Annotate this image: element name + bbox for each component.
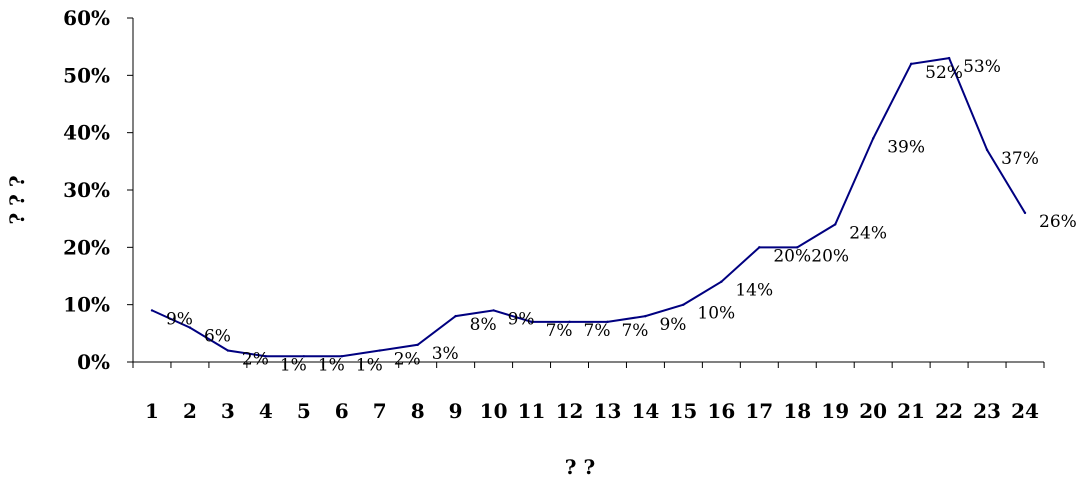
data-label: 10% (697, 304, 735, 324)
x-tick-label: 11 (518, 399, 546, 423)
data-point (492, 309, 494, 311)
y-tick-label: 60% (63, 6, 110, 30)
x-tick-label: 6 (335, 399, 349, 423)
y-axis-title: ? ? ? (5, 175, 29, 224)
x-tick-label: 14 (632, 399, 660, 423)
x-tick-label: 4 (259, 399, 273, 423)
data-point (454, 315, 456, 317)
data-label: 7% (621, 321, 648, 341)
x-tick-label: 3 (221, 399, 235, 423)
data-point (948, 57, 950, 59)
data-label: 53% (963, 57, 1001, 77)
data-point (682, 303, 684, 305)
data-point (872, 137, 874, 139)
x-tick-label: 20 (859, 399, 887, 423)
x-tick-label: 13 (594, 399, 622, 423)
data-point (986, 149, 988, 151)
data-label: 7% (584, 321, 611, 341)
data-label: 1% (356, 355, 383, 375)
x-tick-label: 16 (707, 399, 735, 423)
data-label: 24% (849, 223, 887, 243)
x-axis-title: ? ? (565, 455, 595, 479)
data-point (758, 246, 760, 248)
y-axis-ticks: 0% 10% 20% 30% 40% 50% 60% (63, 6, 133, 374)
x-tick-label: 2 (183, 399, 197, 423)
data-label: 20% (773, 246, 811, 266)
data-label: 37% (1001, 149, 1039, 169)
data-label: 9% (166, 309, 193, 329)
x-tick-label: 24 (1011, 399, 1039, 423)
data-label: 9% (659, 315, 686, 335)
x-tick-label: 7 (373, 399, 387, 423)
x-tick-label: 19 (821, 399, 849, 423)
data-label: 14% (735, 281, 773, 301)
data-label: 2% (394, 350, 421, 370)
data-label: 3% (432, 344, 459, 364)
data-labels: 9%6%2% 1% 1% 1% 2% 3%8% 9%7% 7% 7% 9%10%14%20% 20%… (166, 57, 1077, 375)
data-label: 2% (242, 350, 269, 370)
data-label: 26% (1039, 212, 1077, 232)
x-tick-label: 15 (669, 399, 697, 423)
data-label: 1% (318, 355, 345, 375)
data-point (227, 349, 229, 351)
data-label: 1% (280, 355, 307, 375)
x-axis-ticks: 1 2 3 4 5 6 7 8 9 10 11 12 13 14 15 16 17 18 19 20 21 22 23 24 (133, 362, 1044, 423)
data-label: 8% (470, 315, 497, 335)
data-point (379, 349, 381, 351)
x-tick-label: 10 (480, 399, 508, 423)
series-group (151, 57, 1026, 358)
data-point (1024, 212, 1026, 214)
data-point (910, 63, 912, 65)
x-tick-label: 1 (145, 399, 159, 423)
y-tick-label: 40% (63, 121, 110, 145)
x-tick-label: 8 (411, 399, 425, 423)
x-tick-label: 9 (449, 399, 463, 423)
data-label: 7% (546, 321, 573, 341)
y-tick-label: 30% (63, 178, 110, 202)
x-tick-label: 5 (297, 399, 311, 423)
x-tick-label: 22 (935, 399, 963, 423)
data-point (416, 344, 418, 346)
series-line (152, 58, 1025, 356)
data-point (720, 281, 722, 283)
x-tick-label: 21 (897, 399, 925, 423)
data-label: 20% (811, 246, 849, 266)
x-tick-label: 17 (745, 399, 773, 423)
y-tick-label: 50% (63, 63, 110, 87)
y-tick-label: 20% (63, 235, 110, 259)
x-tick-label: 12 (556, 399, 584, 423)
data-point (644, 315, 646, 317)
x-tick-label: 18 (783, 399, 811, 423)
data-label: 52% (925, 63, 963, 83)
y-tick-label: 10% (63, 293, 110, 317)
data-point (834, 223, 836, 225)
x-tick-label: 23 (973, 399, 1001, 423)
y-tick-label: 0% (77, 350, 110, 374)
data-point (151, 309, 153, 311)
data-label: 6% (204, 327, 231, 347)
data-label: 39% (887, 137, 925, 157)
data-label: 9% (508, 309, 535, 329)
